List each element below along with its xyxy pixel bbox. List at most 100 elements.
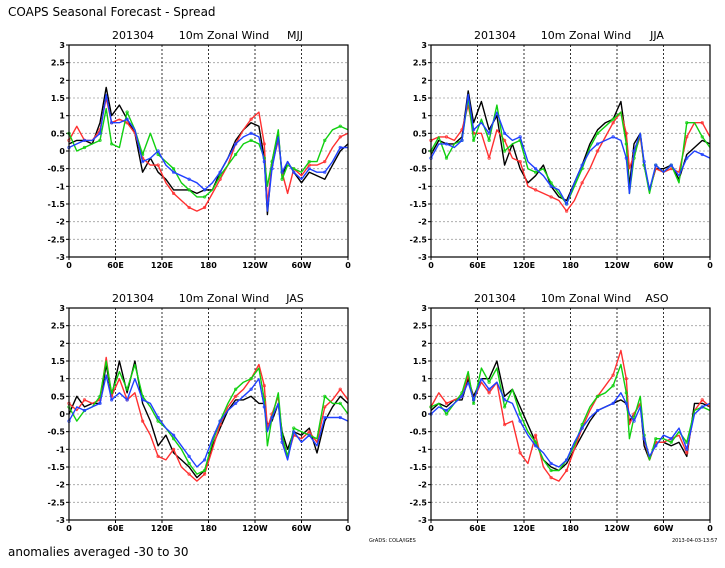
data-point-blue xyxy=(292,170,296,174)
data-point-blue xyxy=(323,170,327,174)
data-point-green xyxy=(110,142,114,146)
data-point-blue xyxy=(685,447,689,451)
x-tick-label: 0 xyxy=(345,524,351,533)
data-point-green xyxy=(596,394,600,398)
data-point-red xyxy=(82,398,87,402)
y-tick-label: -2 xyxy=(418,218,427,227)
data-point-blue xyxy=(654,163,658,167)
data-point-red xyxy=(187,205,191,210)
data-point-red xyxy=(172,191,176,195)
data-point-blue xyxy=(234,142,238,146)
panel-aso: 32.521.510.50-0.5-1-1.5-2-2.5-30 60E 120E 1… xyxy=(410,292,714,533)
y-tick-label: 1.5 xyxy=(51,357,66,366)
data-point-blue xyxy=(580,426,584,430)
panel-title-date: 201304 xyxy=(474,29,516,42)
y-tick-label: 2.5 xyxy=(51,59,66,68)
y-tick-label: -3 xyxy=(56,253,65,262)
data-point-blue xyxy=(270,167,274,171)
data-point-green xyxy=(611,117,615,121)
y-tick-label: -1.5 xyxy=(410,200,428,209)
y-tick-label: 3 xyxy=(421,304,427,313)
data-point-red xyxy=(338,387,342,391)
data-point-blue xyxy=(611,135,615,139)
data-point-green xyxy=(472,401,476,406)
x-tick-label: 0 xyxy=(707,524,713,533)
panel-title-variable: 10m Zonal Wind xyxy=(541,292,631,305)
y-tick-label: 2.5 xyxy=(413,322,428,331)
plot-frame xyxy=(430,307,711,521)
data-point-red xyxy=(234,394,238,398)
panel-title-season: ASO xyxy=(645,292,669,305)
data-point-blue xyxy=(262,160,266,164)
data-point-blue xyxy=(685,156,689,160)
data-point-blue xyxy=(624,156,628,160)
x-tick-label: 120E xyxy=(513,524,535,533)
data-point-blue xyxy=(98,131,102,135)
data-point-red xyxy=(172,447,176,451)
data-point-blue xyxy=(338,415,342,420)
x-tick-label: 120W xyxy=(242,261,268,270)
data-point-red xyxy=(580,181,584,185)
data-point-green xyxy=(98,138,102,142)
y-tick-label: -2.5 xyxy=(48,498,66,507)
x-tick-label: 180 xyxy=(200,524,217,533)
data-point-green xyxy=(234,152,238,157)
series-line-green xyxy=(68,360,349,475)
y-tick-label: 0.5 xyxy=(413,392,428,401)
footnote: anomalies averaged -30 to 30 xyxy=(8,545,189,559)
data-point-green xyxy=(624,142,628,146)
x-tick-label: 0 xyxy=(345,261,351,270)
data-point-blue xyxy=(700,405,704,409)
y-tick-label: -1 xyxy=(56,445,65,454)
y-tick-label: -1.5 xyxy=(48,463,66,472)
data-point-red xyxy=(156,163,160,167)
y-tick-label: 0.5 xyxy=(51,392,66,401)
data-point-blue xyxy=(700,152,704,157)
series-line-green xyxy=(68,107,349,198)
panel-title-variable: 10m Zonal Wind xyxy=(179,29,269,42)
x-tick-label: 0 xyxy=(66,524,72,533)
data-point-blue xyxy=(156,149,160,153)
data-point-green xyxy=(307,160,311,164)
y-tick-label: -2.5 xyxy=(48,235,66,244)
y-tick-label: 0 xyxy=(59,410,65,419)
data-point-blue xyxy=(262,405,266,409)
data-point-blue xyxy=(110,121,114,125)
y-tick-label: 1.5 xyxy=(413,94,428,103)
data-point-blue xyxy=(642,160,646,164)
panel-title-season: JAS xyxy=(285,292,304,305)
data-point-green xyxy=(323,138,327,142)
x-tick-label: 0 xyxy=(707,261,713,270)
data-point-blue xyxy=(534,444,538,448)
y-tick-label: 2.5 xyxy=(413,59,428,68)
data-point-green xyxy=(125,387,129,391)
x-tick-label: 120W xyxy=(242,524,268,533)
x-tick-label: 60W xyxy=(292,261,312,270)
data-point-red xyxy=(141,419,145,423)
data-point-green xyxy=(669,440,673,444)
data-point-green xyxy=(156,419,160,423)
y-tick-label: -0.5 xyxy=(48,165,66,174)
x-tick-label: 60E xyxy=(107,524,124,533)
y-tick-label: -1 xyxy=(418,182,427,191)
plot-frame xyxy=(68,307,349,521)
data-point-blue xyxy=(518,135,522,139)
panel-title-variable: 10m Zonal Wind xyxy=(541,29,631,42)
data-point-blue xyxy=(624,401,628,406)
data-point-green xyxy=(203,468,207,473)
data-point-blue xyxy=(565,458,569,462)
y-tick-label: 2 xyxy=(421,339,427,348)
data-point-red xyxy=(534,188,538,192)
data-point-red xyxy=(518,451,522,455)
data-point-blue xyxy=(632,419,636,423)
data-point-red xyxy=(307,163,311,167)
data-point-blue xyxy=(249,387,253,391)
data-point-blue xyxy=(203,188,207,192)
data-point-green xyxy=(338,124,342,128)
data-point-green xyxy=(249,138,253,142)
x-tick-label: 60W xyxy=(654,524,674,533)
x-tick-label: 60W xyxy=(292,524,312,533)
data-point-blue xyxy=(249,131,253,135)
data-point-blue xyxy=(203,458,207,462)
data-point-blue xyxy=(460,138,464,142)
